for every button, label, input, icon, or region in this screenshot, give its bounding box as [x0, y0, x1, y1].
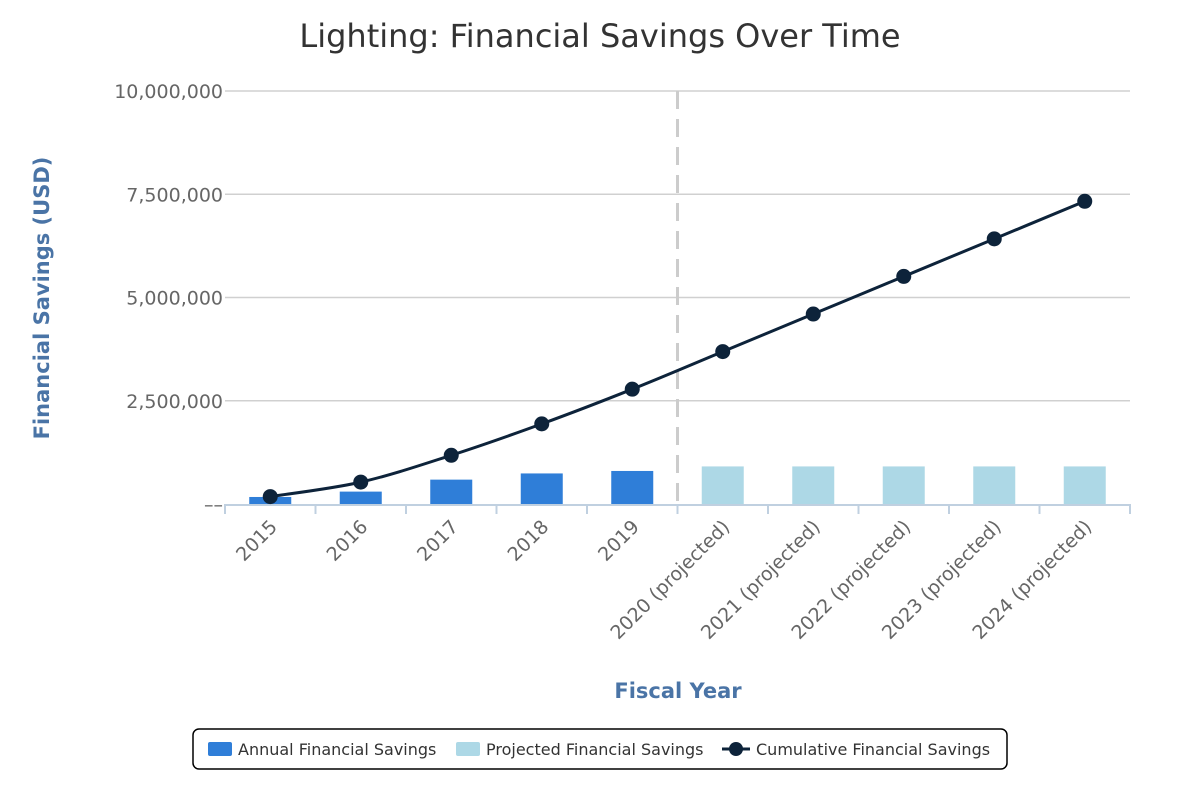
x-tick-label: 2015 [232, 516, 282, 566]
y-tick-label: 10,000,000 [114, 81, 223, 103]
cumulative-point[interactable] [805, 306, 821, 322]
legend-label-projected: Projected Financial Savings [486, 740, 703, 759]
bar-projected[interactable] [882, 466, 925, 504]
legend-swatch-projected [456, 742, 480, 756]
x-tick-label: 2017 [413, 516, 463, 566]
bar-annual[interactable] [430, 479, 473, 504]
legend-swatch-annual [208, 742, 232, 756]
y-axis-label: Financial Savings (USD) [30, 157, 54, 440]
cumulative-line [270, 199, 1086, 499]
legend-item-projected[interactable]: Projected Financial Savings [456, 740, 703, 759]
legend-item-annual[interactable]: Annual Financial Savings [208, 740, 436, 759]
legend-marker-cumulative [729, 742, 743, 756]
legend: Annual Financial Savings Projected Finan… [192, 728, 1008, 770]
cumulative-point[interactable] [443, 447, 459, 463]
x-tick-label: 2018 [504, 516, 554, 566]
chart-title: Lighting: Financial Savings Over Time [299, 17, 900, 55]
bar-annual[interactable] [520, 473, 563, 504]
bar-annual[interactable] [339, 491, 382, 504]
y-tick-label: 2,500,000 [126, 391, 223, 413]
x-axis-label: Fiscal Year [614, 679, 742, 703]
cumulative-point[interactable] [896, 268, 912, 284]
bar-projected[interactable] [973, 466, 1016, 504]
legend-box [192, 728, 1008, 770]
legend-label-cumulative: Cumulative Financial Savings [756, 740, 990, 759]
x-tick-label: 2019 [594, 516, 644, 566]
cumulative-point[interactable] [353, 474, 369, 490]
bar-projected[interactable] [1063, 466, 1106, 504]
bar-projected[interactable] [792, 466, 835, 504]
cumulative-point[interactable] [624, 381, 640, 397]
x-tick-label: 2016 [323, 516, 373, 566]
y-tick-label: 7,500,000 [126, 184, 223, 206]
cumulative-point[interactable] [262, 489, 278, 505]
legend-label-annual: Annual Financial Savings [238, 740, 436, 759]
y-tick-label: –– [204, 494, 223, 516]
cumulative-point[interactable] [1077, 193, 1093, 209]
y-tick-label: 5,000,000 [126, 288, 223, 310]
cumulative-point[interactable] [986, 231, 1002, 247]
legend-item-cumulative[interactable]: Cumulative Financial Savings [722, 740, 990, 759]
cumulative-point[interactable] [534, 416, 550, 432]
bar-annual[interactable] [611, 470, 654, 504]
cumulative-point[interactable] [715, 344, 731, 360]
bar-projected[interactable] [701, 466, 744, 504]
